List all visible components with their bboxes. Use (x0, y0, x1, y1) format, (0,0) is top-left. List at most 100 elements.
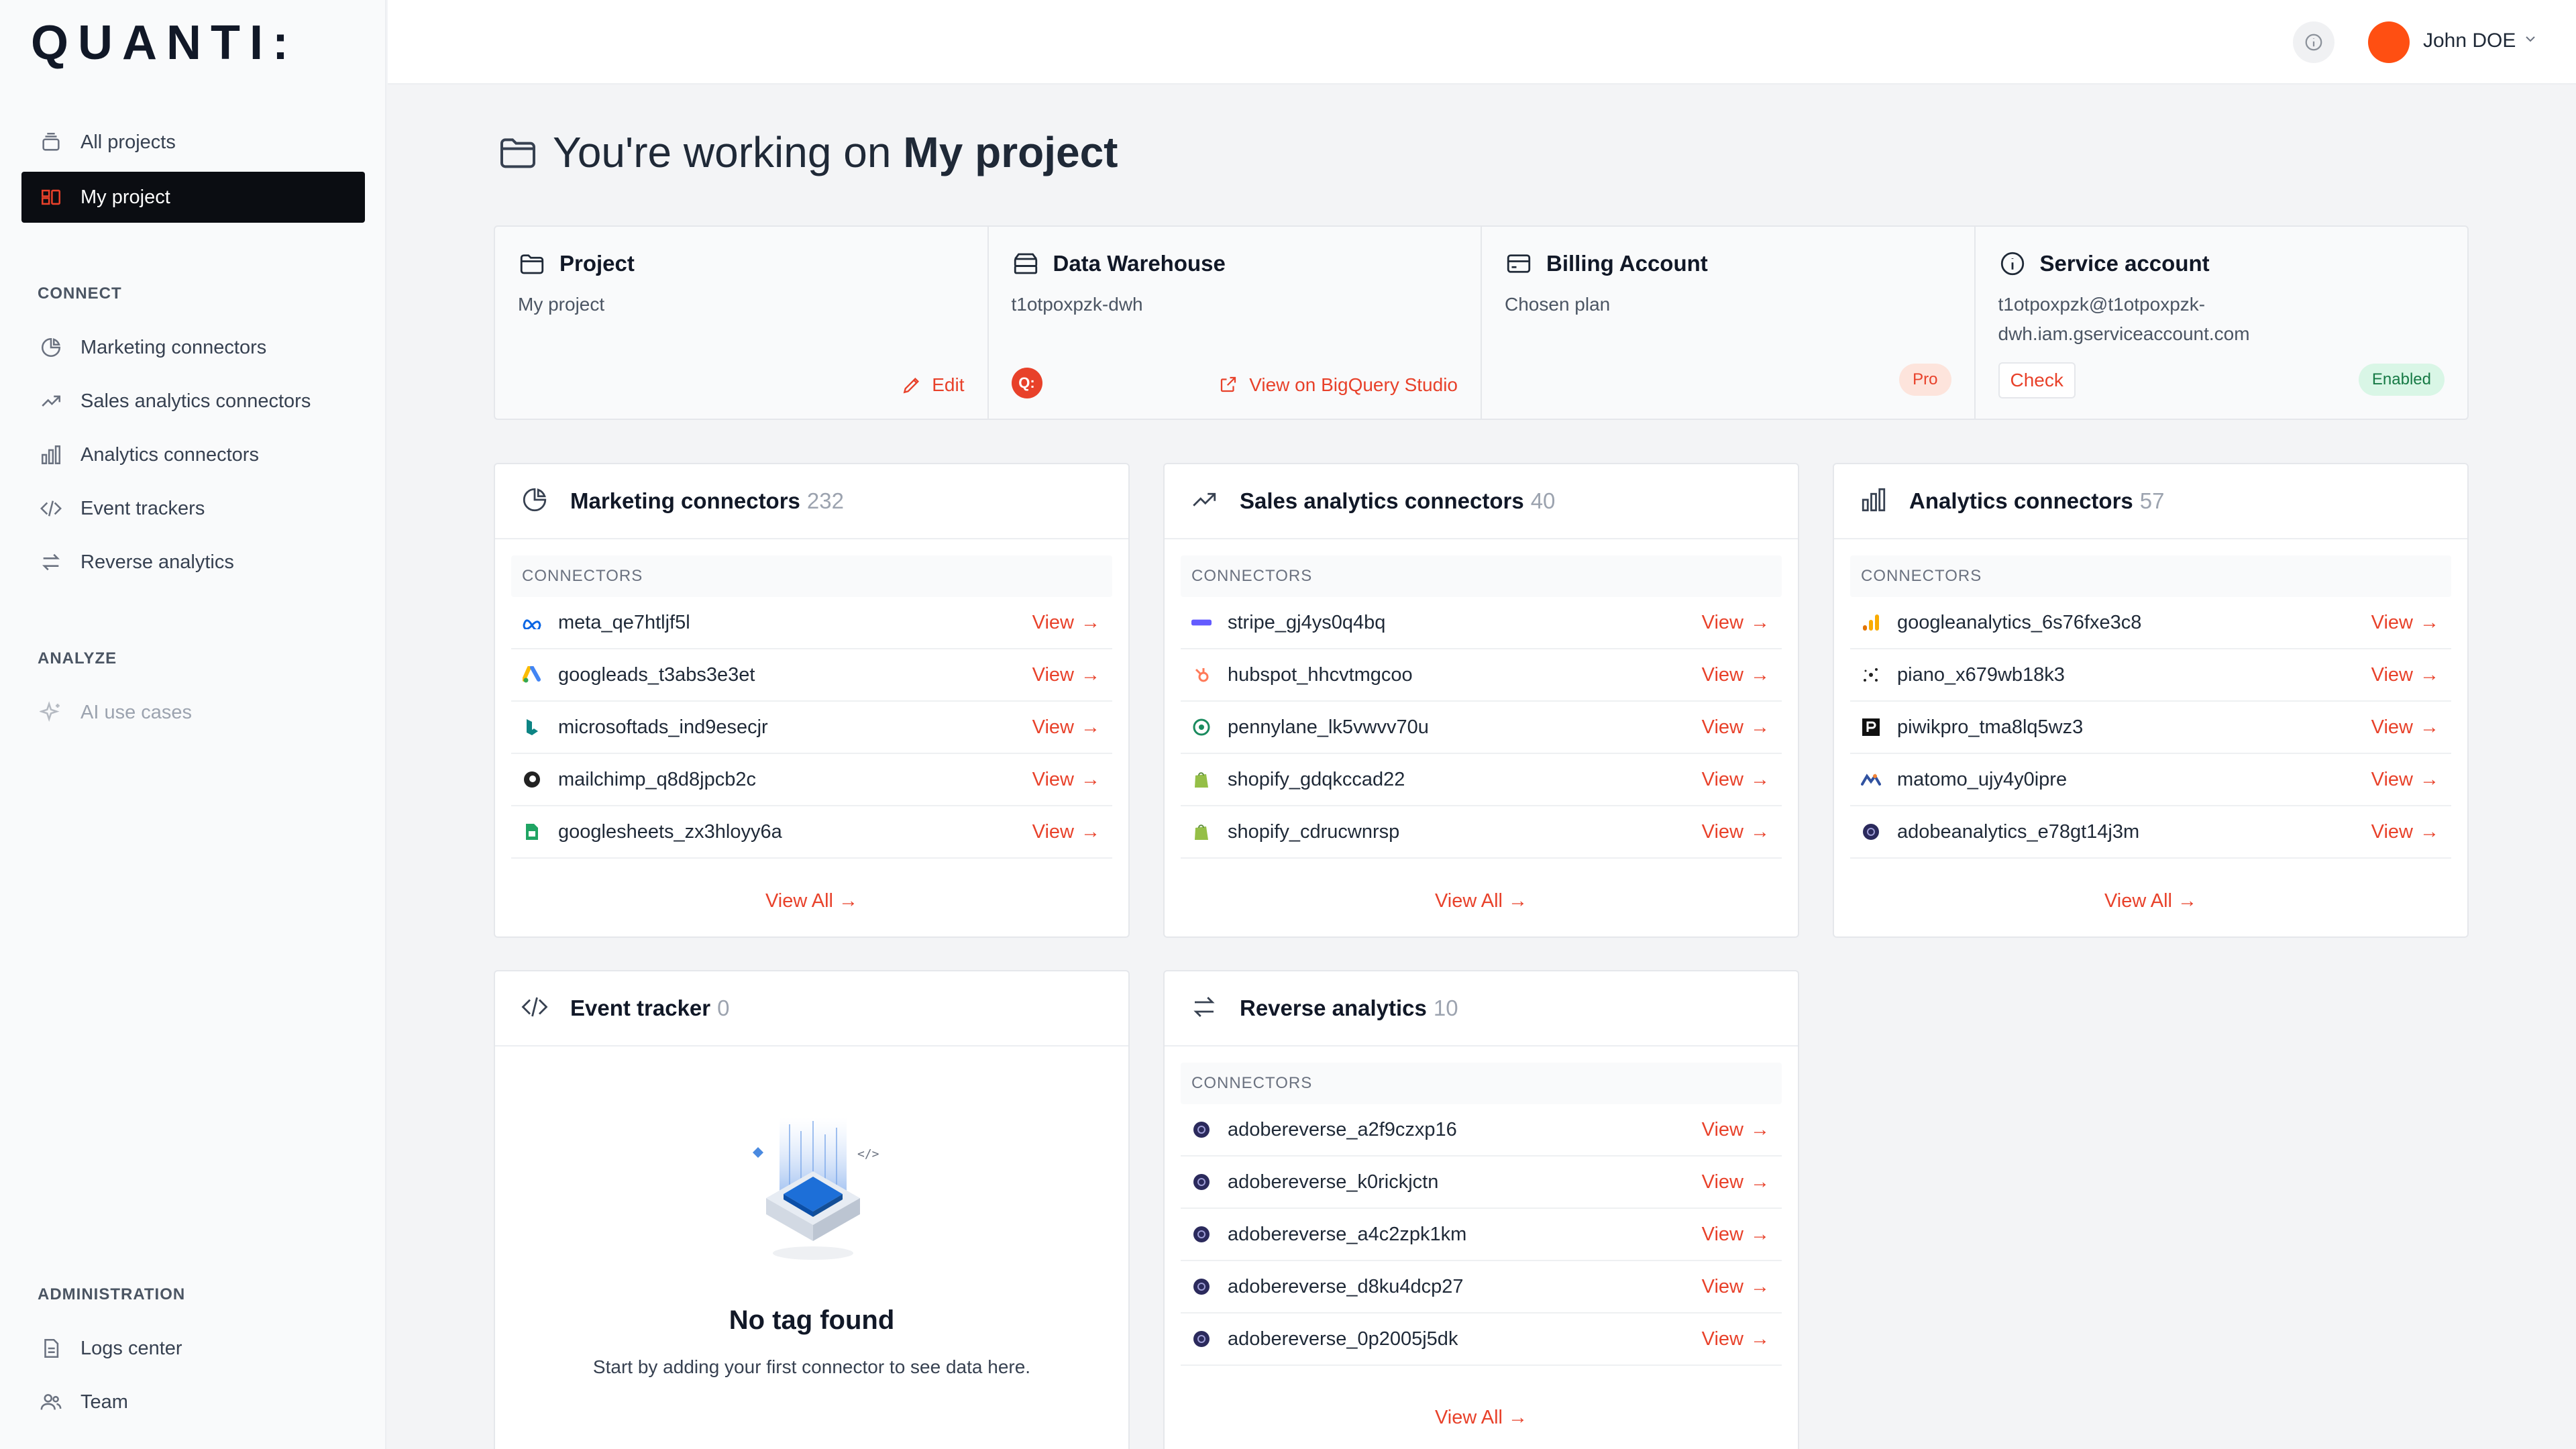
event-tracker-panel: Event tracker 0 </> No tag found Start b… (494, 970, 1130, 1449)
list-item[interactable]: stripe_gj4ys0q4bq View → (1181, 597, 1782, 649)
list-item[interactable]: mailchimp_q8d8jpcb2c View → (511, 754, 1112, 806)
list-item[interactable]: googlesheets_zx3hloyy6a View → (511, 806, 1112, 859)
sidebar-item-all-projects[interactable]: All projects (21, 117, 365, 168)
edit-project-button[interactable]: Edit (901, 374, 965, 396)
pie-chart-icon (38, 334, 64, 361)
sidebar-item-ai-use-cases[interactable]: AI use cases (21, 687, 365, 738)
view-link[interactable]: View → (1032, 768, 1100, 790)
svg-text:</>: </> (857, 1147, 879, 1161)
sidebar-item-marketing-connectors[interactable]: Marketing connectors (21, 322, 365, 373)
list-item[interactable]: hubspot_hhcvtmgcoo View → (1181, 649, 1782, 702)
view-link[interactable]: View → (2371, 820, 2439, 843)
trending-up-icon (1190, 486, 1221, 517)
sidebar-item-analytics-connectors[interactable]: Analytics connectors (21, 429, 365, 480)
page-title-prefix: You're working on (553, 128, 892, 176)
view-all-link[interactable]: View All → (1434, 1407, 1528, 1428)
pennylane-icon (1191, 717, 1212, 737)
folder-icon (496, 131, 539, 174)
page-title-project: My project (903, 128, 1118, 176)
section-label-analyze: ANALYZE (38, 649, 117, 667)
panel-title: Reverse analytics (1240, 996, 1427, 1020)
sidebar-item-label: Event trackers (80, 497, 205, 519)
panel-count: 40 (1530, 488, 1556, 513)
view-all-link[interactable]: View All → (1434, 890, 1528, 912)
arrow-right-icon: → (2420, 716, 2439, 738)
shopify-icon (1191, 769, 1212, 790)
list-item[interactable]: shopify_cdrucwnrsp View → (1181, 806, 1782, 859)
sidebar-item-logs-center[interactable]: Logs center (21, 1323, 365, 1374)
adobe-icon (1191, 1120, 1212, 1140)
sidebar-item-team[interactable]: Team (21, 1377, 365, 1428)
list-item[interactable]: pennylane_lk5vwvv70u View → (1181, 702, 1782, 754)
sidebar-item-reverse-analytics[interactable]: Reverse analytics (21, 537, 365, 588)
section-label-administration: ADMINISTRATION (38, 1285, 186, 1303)
list-item[interactable]: piano_x679wb18k3 View → (1850, 649, 2451, 702)
panel-count: 232 (806, 488, 844, 513)
list-item[interactable]: adobereverse_d8ku4dcp27 View → (1181, 1261, 1782, 1313)
view-link[interactable]: View → (1701, 611, 1770, 633)
check-service-account-button[interactable]: Check (1998, 362, 2076, 398)
list-item[interactable]: adobereverse_a4c2zpk1km View → (1181, 1209, 1782, 1261)
info-icon[interactable] (2293, 21, 2334, 63)
list-item[interactable]: matomo_ujy4y0ipre View → (1850, 754, 2451, 806)
view-link[interactable]: View → (2371, 716, 2439, 738)
view-link[interactable]: View → (2371, 663, 2439, 686)
list-item[interactable]: googleanalytics_6s76fxe3c8 View → (1850, 597, 2451, 649)
code-icon (521, 993, 551, 1024)
panel-title: Analytics connectors (1909, 488, 2133, 513)
view-link[interactable]: View → (1701, 1118, 1770, 1140)
bar-chart-icon (1860, 486, 1890, 517)
users-icon (38, 1389, 64, 1415)
adobe-icon (1191, 1277, 1212, 1297)
view-link[interactable]: View → (1701, 1223, 1770, 1245)
list-item[interactable]: shopify_gdqkccad22 View → (1181, 754, 1782, 806)
panel-header: Analytics connectors 57 (1834, 464, 2467, 539)
sidebar-item-my-project[interactable]: My project (21, 172, 365, 223)
view-link[interactable]: View → (1032, 716, 1100, 738)
project-info-cards: Project My project Edit Data Warehouse t… (494, 225, 2469, 420)
adobe-icon (1191, 1172, 1212, 1192)
view-link[interactable]: View → (1701, 1275, 1770, 1297)
avatar[interactable] (2368, 21, 2410, 63)
list-item[interactable]: meta_qe7htljf5l View → (511, 597, 1112, 649)
user-name: John DOE (2423, 30, 2516, 52)
view-link[interactable]: View → (1032, 663, 1100, 686)
empty-state-illustration: </> (739, 1111, 887, 1265)
list-item[interactable]: piwikpro_tma8lq5wz3 View → (1850, 702, 2451, 754)
view-link[interactable]: View → (1701, 1171, 1770, 1193)
user-menu[interactable]: John DOE (2423, 30, 2538, 52)
view-link[interactable]: View → (2371, 611, 2439, 633)
sidebar-item-label: Team (80, 1391, 128, 1413)
arrow-right-icon: → (2420, 820, 2439, 843)
column-header: CONNECTORS (511, 555, 1112, 597)
sidebar-item-event-trackers[interactable]: Event trackers (21, 483, 365, 534)
panel-title: Sales analytics connectors (1240, 488, 1524, 513)
list-item[interactable]: microsoftads_ind9esecjr View → (511, 702, 1112, 754)
panel-count: 0 (717, 996, 730, 1020)
view-link[interactable]: View → (1701, 663, 1770, 686)
list-item[interactable]: googleads_t3abs3e3et View → (511, 649, 1112, 702)
status-badge: Enabled (2358, 364, 2445, 396)
view-link[interactable]: View → (1701, 768, 1770, 790)
sidebar-item-label: Logs center (80, 1337, 182, 1359)
project-grid-icon (38, 184, 64, 211)
view-link[interactable]: View → (1701, 716, 1770, 738)
list-item[interactable]: adobereverse_k0rickjctn View → (1181, 1157, 1782, 1209)
view-link[interactable]: View → (1701, 1328, 1770, 1350)
list-item[interactable]: adobereverse_0p2005j5dk View → (1181, 1313, 1782, 1366)
sparkles-icon (38, 699, 64, 726)
view-bigquery-studio-link[interactable]: View on BigQuery Studio (1218, 374, 1458, 396)
view-all-link[interactable]: View All → (2104, 890, 2198, 912)
view-link[interactable]: View → (1032, 611, 1100, 633)
arrow-right-icon: → (1750, 1223, 1770, 1245)
list-item[interactable]: adobereverse_a2f9czxp16 View → (1181, 1104, 1782, 1157)
view-all-link[interactable]: View All → (765, 890, 859, 912)
project-card: Project My project Edit (495, 227, 989, 419)
view-link[interactable]: View → (1032, 820, 1100, 843)
view-link[interactable]: View → (1701, 820, 1770, 843)
quanti-logo[interactable]: QUANTI: (31, 16, 298, 70)
arrow-right-icon: → (1750, 820, 1770, 843)
sidebar-item-sales-analytics-connectors[interactable]: Sales analytics connectors (21, 376, 365, 427)
list-item[interactable]: adobeanalytics_e78gt14j3m View → (1850, 806, 2451, 859)
view-link[interactable]: View → (2371, 768, 2439, 790)
